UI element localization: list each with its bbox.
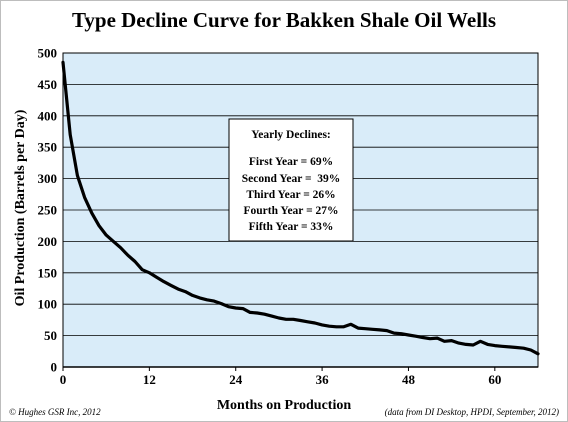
y-tick-label: 400 [38, 108, 58, 123]
series-line [61, 60, 540, 356]
yearly-declines-box: Yearly Declines: First Year = 69% Second… [228, 118, 354, 242]
annotation-line-1: First Year = 69% [249, 156, 333, 168]
annotation-line-4: Fourth Year = 27% [243, 205, 338, 217]
y-tick-label: 200 [38, 234, 58, 249]
x-tick-label: 24 [229, 372, 243, 387]
annotation-line-2: Second Year = 39% [242, 173, 341, 185]
x-tick-label: 60 [488, 372, 501, 387]
x-tick-labels: 0 12 24 36 48 60 [60, 367, 501, 387]
y-tick-label: 100 [38, 297, 58, 312]
x-axis-label: Months on Production [217, 398, 352, 413]
annotation-background [228, 118, 354, 242]
y-tick-label: 0 [51, 360, 58, 375]
y-tick-label: 150 [38, 265, 58, 280]
annotation-line-3: Third Year = 26% [246, 189, 335, 201]
annotation-heading: Yearly Declines: [251, 129, 331, 141]
y-tick-label: 50 [44, 328, 57, 343]
x-tick-label: 36 [316, 372, 330, 387]
x-tick-label: 0 [60, 372, 67, 387]
plot-border [62, 52, 539, 368]
y-axis-label: Oil Production (Barrels per Day) [13, 109, 28, 306]
y-tick-label: 350 [38, 140, 58, 155]
data-source-footer: (data from DI Desktop, HPDI, September, … [385, 407, 559, 417]
y-tick-label: 450 [38, 77, 58, 92]
copyright-footer: © Hughes GSR Inc, 2012 [9, 407, 101, 417]
annotation-line-5: Fifth Year = 33% [249, 221, 334, 233]
chart-title: Type Decline Curve for Bakken Shale Oil … [72, 8, 496, 32]
x-tick-label: 48 [402, 372, 416, 387]
x-tick-label: 12 [143, 372, 156, 387]
y-tick-label: 300 [38, 171, 58, 186]
y-tick-label: 250 [38, 203, 58, 218]
y-tick-label: 500 [38, 46, 58, 61]
y-tick-labels: 0 50 100 150 200 250 300 350 400 450 500 [38, 46, 58, 375]
